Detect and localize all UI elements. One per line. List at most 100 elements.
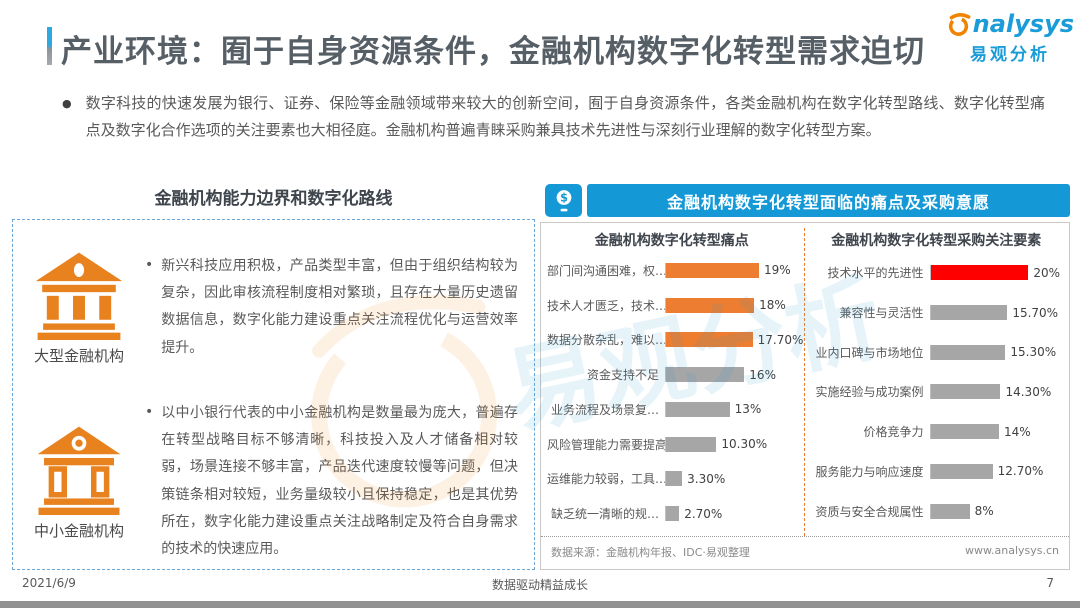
purchase-factors-chart: 金融机构数字化转型采购关注要素 技术水平的先进性 20% 兼容性与灵活性 15.70%…	[805, 228, 1062, 536]
chart-category-label: 价格竞争力	[863, 425, 924, 440]
chart-row: 实施经验与成功案例 14.30%	[812, 383, 1062, 400]
chart-row: 部门间沟通困难，权… 19%	[547, 262, 797, 279]
pain-points-chart: 金融机构数字化转型痛点 部门间沟通困难，权… 19% 技术人才匮乏，技术… 18% 数据…	[547, 228, 805, 536]
large-institution-label: 大型金融机构	[33, 347, 124, 366]
chart-bar-track: 18%	[665, 297, 797, 313]
intro-paragraph: ● 数字科技的快速发展为银行、证券、保险等金融领域带来较大的创新空间，囿于自身资…	[62, 90, 1045, 145]
chart-row: 运维能力较弱，工具… 3.30%	[547, 470, 797, 487]
chart-row: 资质与安全合规属性 8%	[812, 503, 1062, 520]
chart-bar	[666, 297, 755, 313]
chart-bar-track: 8%	[929, 503, 1062, 519]
chart-row: 资金支持不足 16%	[547, 366, 797, 383]
data-source-note: 数据来源：金融机构年报、IDC·易观整理	[551, 546, 750, 559]
large-institution-item: 大型金融机构 • 新兴科技应用积极，产品类型丰富，但由于组织结构较为复杂，因此审…	[13, 220, 534, 395]
chart-bar	[666, 262, 759, 278]
chart-bar	[930, 265, 1029, 281]
chart-bar	[666, 401, 730, 417]
chart-bar	[666, 471, 683, 487]
chart-bar	[930, 305, 1008, 321]
chart-value-label: 18%	[759, 298, 786, 313]
left-section-title: 金融机构能力边界和数字化路线	[154, 189, 393, 209]
svg-text:$: $	[560, 191, 568, 204]
logo-brand-text: nalysys	[972, 10, 1074, 38]
chart-category-label: 资金支持不足	[586, 368, 659, 383]
chart-rows: 部门间沟通困难，权… 19% 技术人才匮乏，技术… 18% 数据分散杂乱，难以… 17.7…	[547, 253, 803, 536]
chart-bar-track: 17.70%	[665, 332, 803, 348]
chart-value-label: 17.70%	[757, 332, 804, 347]
capability-panel: 大型金融机构 • 新兴科技应用积极，产品类型丰富，但由于组织结构较为复杂，因此审…	[12, 219, 535, 570]
chart-title: 金融机构数字化转型采购关注要素	[831, 233, 1042, 249]
chart-bar-track: 3.30%	[665, 471, 797, 487]
chart-bar-track: 13%	[665, 401, 797, 417]
chart-bar-track: 2.70%	[665, 506, 797, 522]
chart-value-label: 15.70%	[1012, 305, 1059, 320]
chart-value-label: 2.70%	[684, 506, 723, 521]
chart-category-label: 技术水平的先进性	[827, 266, 924, 281]
chart-value-label: 13%	[734, 402, 762, 417]
chart-category-label: 兼容性与灵活性	[839, 306, 924, 321]
chart-bar	[930, 384, 1001, 400]
chart-value-label: 3.30%	[687, 471, 726, 486]
chart-row: 技术水平的先进性 20%	[812, 264, 1062, 281]
chart-category-label: 数据分散杂乱，难以…	[547, 333, 665, 348]
chart-bar-track: 14%	[929, 424, 1062, 440]
chart-value-label: 12.70%	[997, 464, 1044, 479]
chart-row: 业内口碑与市场地位 15.30%	[812, 344, 1062, 361]
chart-category-label: 业内口碑与市场地位	[815, 345, 924, 360]
chart-category-label: 资质与安全合规属性	[815, 504, 924, 519]
small-institution-label: 中小金融机构	[33, 521, 124, 540]
chart-category-label: 风险管理能力需要提高	[547, 437, 665, 452]
dollar-coin-device-icon: $	[545, 184, 582, 217]
intro-text: 数字科技的快速发展为银行、证券、保险等金融领域带来较大的创新空间，囿于自身资源条…	[85, 94, 1045, 140]
page-title: 产业环境：囿于自身资源条件，金融机构数字化转型需求迫切	[61, 34, 925, 70]
chart-bar-track: 19%	[665, 262, 797, 278]
chart-row: 风险管理能力需要提高 10.30%	[547, 436, 797, 453]
chart-row: 缺乏统一清晰的规… 2.70%	[547, 505, 797, 522]
footer-date: 2021/6/9	[22, 576, 76, 590]
chart-bar	[930, 503, 970, 519]
chart-row: 价格竞争力 14%	[812, 423, 1062, 440]
chart-bar	[666, 367, 745, 383]
chart-value-label: 10.30%	[721, 437, 768, 452]
chart-bar	[930, 424, 999, 440]
chart-bar-track: 15.70%	[929, 305, 1062, 321]
right-section-header: $ 金融机构数字化转型面临的痛点及采购意愿	[545, 184, 1070, 217]
bank-solid-icon	[35, 252, 123, 341]
page-number: 7	[1046, 576, 1054, 590]
title-accent-bar	[47, 27, 52, 65]
chart-category-label: 缺乏统一清晰的规…	[550, 507, 659, 522]
chart-bar-track: 12.70%	[929, 463, 1062, 479]
chart-rows: 技术水平的先进性 20% 兼容性与灵活性 15.70% 业内口碑与市场地位 15.30% 实…	[812, 253, 1062, 536]
chart-value-label: 14.30%	[1005, 384, 1052, 399]
chart-bar-track: 15.30%	[929, 344, 1062, 360]
analysys-swirl-icon	[948, 13, 971, 36]
chart-row: 服务能力与响应速度 12.70%	[812, 463, 1062, 480]
chart-category-label: 技术人才匮乏，技术…	[547, 298, 665, 313]
bank-outline-icon	[37, 426, 121, 515]
small-institution-item: 中小金融机构 • 以中小银行代表的中小金融机构是数量最为庞大，普遍存在转型战略目…	[13, 395, 534, 570]
chart-bar	[666, 506, 680, 522]
large-institution-text: 新兴科技应用积极，产品类型丰富，但由于组织结构较为复杂，因此审核流程制度相对繁琐…	[161, 257, 518, 356]
chart-category-label: 运维能力较弱，工具…	[547, 472, 665, 487]
bullet-dot-icon: •	[145, 256, 154, 273]
chart-category-label: 部门间沟通困难，权…	[547, 263, 665, 278]
chart-bar-track: 20%	[929, 265, 1062, 281]
bullet-dot-icon: ●	[62, 97, 72, 110]
small-institution-text: 以中小银行代表的中小金融机构是数量最为庞大，普遍存在转型战略目标不够清晰，科技投…	[161, 404, 518, 558]
logo-brand-chinese: 易观分析	[970, 45, 1050, 65]
chart-category-label: 实施经验与成功案例	[815, 385, 924, 400]
chart-value-label: 15.30%	[1010, 345, 1057, 360]
chart-row: 技术人才匮乏，技术… 18%	[547, 297, 797, 314]
chart-value-label: 8%	[974, 504, 994, 519]
chart-row: 兼容性与灵活性 15.70%	[812, 304, 1062, 321]
pain-points-panel: 金融机构数字化转型痛点 部门间沟通困难，权… 19% 技术人才匮乏，技术… 18% 数据…	[540, 222, 1070, 570]
bullet-dot-icon: •	[145, 403, 154, 420]
chart-bar	[930, 463, 993, 479]
chart-value-label: 16%	[749, 367, 776, 382]
chart-bar-track: 14.30%	[929, 384, 1062, 400]
slide-footer: 2021/6/9 数据驱动精益成长 7	[0, 576, 1080, 592]
analysys-logo: nalysys 易观分析	[946, 8, 1074, 65]
chart-category-label: 服务能力与响应速度	[815, 464, 924, 479]
chart-row: 业务流程及场景复… 13%	[547, 401, 797, 418]
